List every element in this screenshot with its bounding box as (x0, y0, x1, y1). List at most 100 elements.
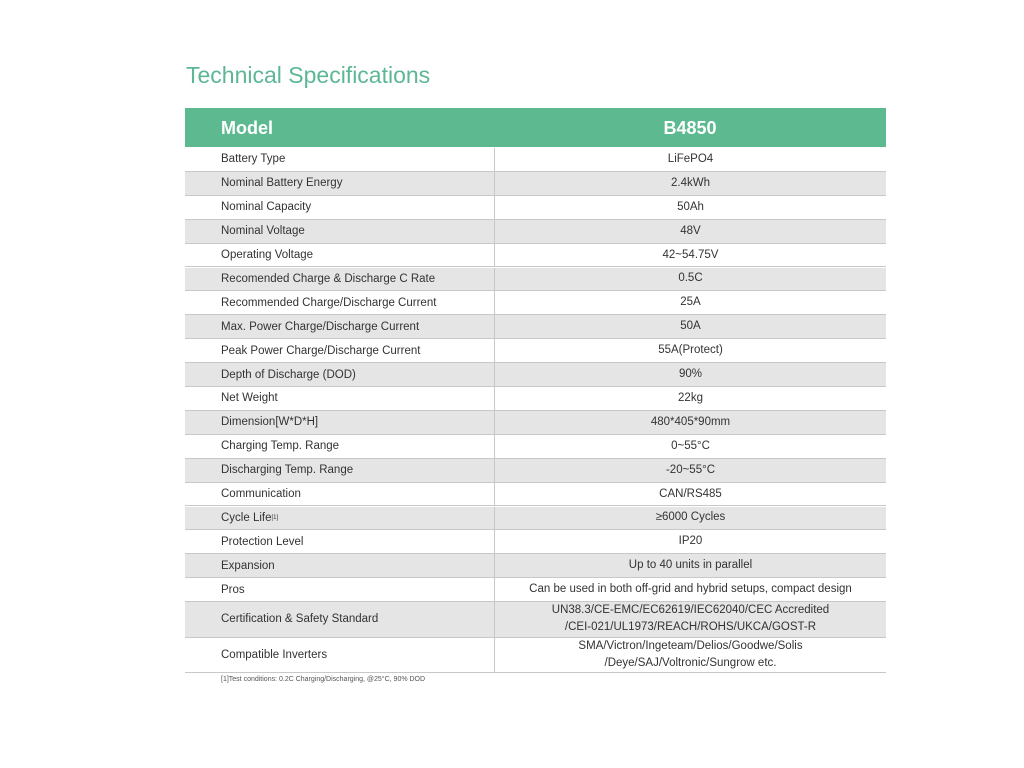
value-line: 2.4kWh (671, 176, 710, 189)
label-text: Peak Power Charge/Discharge Current (221, 344, 421, 357)
label-text: Communication (221, 488, 301, 501)
row-value: 42~54.75V (494, 243, 886, 267)
row-label: Battery Type (221, 148, 285, 171)
table-header: Model B4850 (185, 108, 886, 147)
row-value: ≥6000 Cycles (494, 506, 886, 530)
value-line: 480*405*90mm (650, 415, 731, 428)
row-label: Compatible Inverters (221, 638, 327, 673)
value-line: IP20 (678, 535, 703, 548)
row-value: 55A(Protect) (494, 339, 886, 363)
row-label: Discharging Temp. Range (221, 459, 353, 482)
table-row: Certification & Safety Standard UN38.3/CE… (185, 602, 886, 638)
value-line: /Deye/SAJ/Voltronic/Sungrow etc. (604, 656, 777, 669)
row-value: 50A (494, 315, 886, 339)
table-row: Operating Voltage 42~54.75V (185, 243, 886, 268)
table-row: Battery Type LiFePO4 (185, 148, 886, 172)
row-label: Communication (221, 483, 301, 506)
row-value: 90% (494, 363, 886, 386)
value-line: 48V (680, 224, 701, 237)
row-label: Operating Voltage (221, 244, 313, 267)
value-line: 90% (678, 368, 703, 381)
row-label: Pros (221, 578, 245, 601)
label-text: Recomended Charge & Discharge C Rate (221, 272, 436, 285)
label-text: Certification & Safety Standard (221, 613, 379, 626)
row-label: Dimension[W*D*H] (221, 411, 318, 434)
value-line: Can be used in both off-grid and hybrid … (529, 583, 852, 596)
table-row: Discharging Temp. Range -20~55°C (185, 458, 886, 483)
value-line: 42~54.75V (662, 248, 719, 261)
value-line: /CEI-021/UL1973/REACH/ROHS/UKCA/GOST-R (564, 621, 817, 634)
label-text: Max. Power Charge/Discharge Current (221, 320, 420, 333)
value-line: UN38.3/CE-EMC/EC62619/IEC62040/CEC Accre… (551, 604, 830, 617)
table-row: Recomended Charge & Discharge C Rate 0.5C (185, 267, 886, 292)
row-value: SMA/Victron/Ingeteam/Delios/Goodwe/Solis… (494, 637, 886, 673)
value-line: ≥6000 Cycles (655, 511, 726, 524)
row-label: Nominal Capacity (221, 196, 311, 219)
label-text: Operating Voltage (221, 249, 314, 262)
label-text: Net Weight (221, 392, 278, 405)
row-label: Recommended Charge/Discharge Current (221, 291, 436, 314)
row-value: 480*405*90mm (494, 410, 886, 434)
label-text: Nominal Capacity (221, 201, 312, 214)
label-text: Depth of Discharge (DOD) (221, 368, 356, 381)
value-line: 50Ah (677, 200, 704, 213)
row-label: Charging Temp. Range (221, 435, 339, 458)
table-row: Expansion Up to 40 units in parallel (185, 554, 886, 579)
row-label: Nominal Battery Energy (221, 172, 342, 195)
value-line: 25A (680, 296, 701, 309)
label-text: Dimension[W*D*H] (221, 416, 319, 429)
table-row: Nominal Battery Energy 2.4kWh (185, 171, 886, 196)
label-text: Pros (221, 583, 245, 596)
label-text: Charging Temp. Range (221, 440, 340, 453)
label-text: Discharging Temp. Range (221, 464, 354, 477)
row-value: 22kg (494, 387, 886, 410)
value-line: 0~55°C (671, 439, 710, 452)
label-text: Expansion (221, 559, 275, 572)
table-row: Cycle Life [1] ≥6000 Cycles (185, 506, 886, 531)
label-text: Compatible Inverters (221, 648, 328, 661)
footnote: [1]Test conditions: 0.2C Charging/Discha… (221, 676, 426, 683)
row-label: Recomended Charge & Discharge C Rate (221, 268, 435, 291)
table-row: Compatible Inverters SMA/Victron/Ingeteam… (185, 637, 886, 674)
label-text: Nominal Battery Energy (221, 177, 343, 190)
table-row: Pros Can be used in both off-grid and hyb… (185, 578, 886, 603)
table-row: Max. Power Charge/Discharge Current 50A (185, 315, 886, 340)
label-text: Battery Type (221, 153, 286, 166)
table-row: Nominal Capacity 50Ah (185, 195, 886, 220)
row-label: Depth of Discharge (DOD) (221, 363, 356, 386)
table-row: Depth of Discharge (DOD) 90% (185, 363, 886, 387)
value-line: 0.5C (678, 272, 703, 285)
row-value: 25A (494, 291, 886, 315)
row-label: Peak Power Charge/Discharge Current (221, 339, 420, 362)
row-value: Up to 40 units in parallel (494, 554, 886, 578)
label-text: Protection Level (221, 535, 304, 548)
header-cell: B4850 (663, 118, 717, 138)
row-value: IP20 (494, 530, 886, 554)
value-line: 50A (680, 320, 701, 333)
row-value: Can be used in both off-grid and hybrid … (494, 578, 886, 602)
label-text: Cycle Life (221, 511, 272, 524)
label-text: Recommended Charge/Discharge Current (221, 296, 437, 309)
table-row: Recommended Charge/Discharge Current 25A (185, 291, 886, 316)
row-label: Net Weight (221, 387, 278, 410)
table-row: Charging Temp. Range 0~55°C (185, 434, 886, 459)
row-value: 0~55°C (494, 434, 886, 458)
table-row: Communication CAN/RS485 (185, 482, 886, 507)
table-row: Nominal Voltage 48V (185, 219, 886, 244)
value-line: LiFePO4 (667, 152, 714, 165)
footnote-ref: [1] (271, 514, 279, 521)
value-line: 55A(Protect) (658, 344, 723, 357)
row-value: 0.5C (494, 267, 886, 291)
row-value: -20~55°C (494, 458, 886, 482)
table-row: Dimension[W*D*H] 480*405*90mm (185, 410, 886, 435)
table-row: Protection Level IP20 (185, 530, 886, 555)
row-value: 48V (494, 219, 886, 243)
value-line: -20~55°C (665, 463, 716, 476)
row-label: Cycle Life [1] (221, 507, 278, 530)
header-cell: Model (221, 118, 273, 138)
title: Technical Specifications (186, 62, 431, 88)
row-value: UN38.3/CE-EMC/EC62619/IEC62040/CEC Accre… (494, 602, 886, 637)
label-text: Nominal Voltage (221, 225, 305, 238)
row-label: Protection Level (221, 530, 303, 553)
value-line: SMA/Victron/Ingeteam/Delios/Goodwe/Solis (578, 639, 803, 652)
